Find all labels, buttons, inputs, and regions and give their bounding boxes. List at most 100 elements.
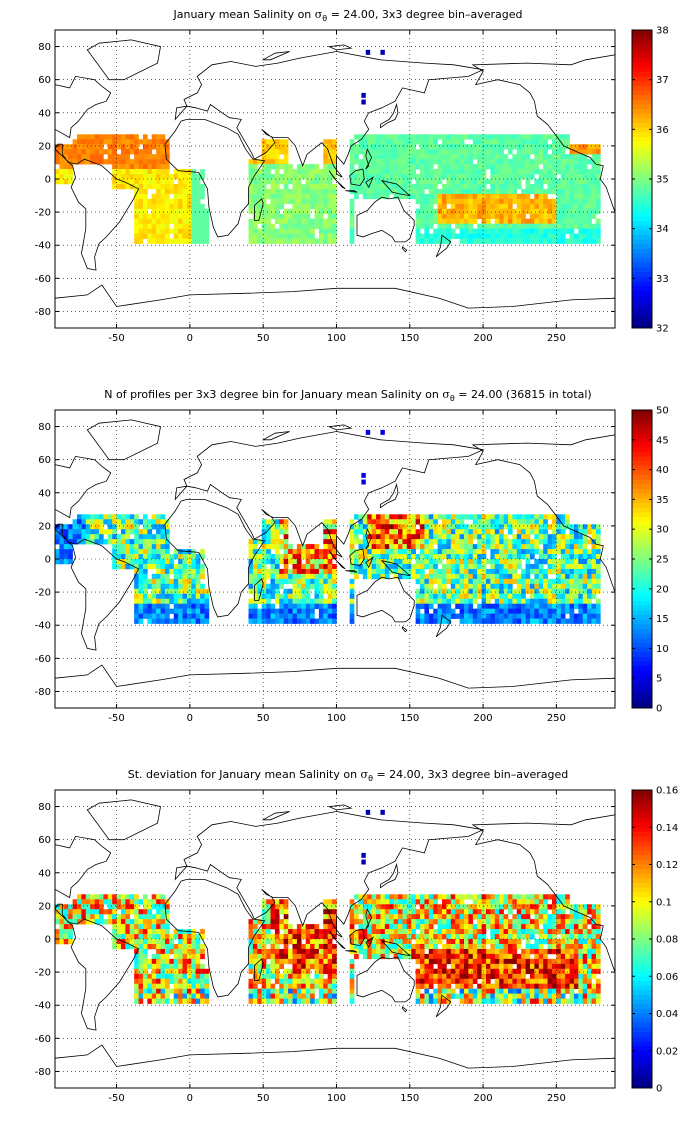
heatmap-cell bbox=[288, 924, 293, 930]
heatmap-cell bbox=[173, 238, 179, 244]
heatmap-cell bbox=[252, 238, 258, 244]
heatmap-cell bbox=[551, 603, 557, 609]
heatmap-cell bbox=[296, 943, 302, 950]
heatmap-cell bbox=[200, 978, 205, 984]
heatmap-cell bbox=[442, 554, 447, 560]
heatmap-cell bbox=[248, 549, 254, 555]
heatmap-cell bbox=[151, 998, 157, 1004]
heatmap-cell bbox=[437, 549, 443, 555]
heatmap-cell bbox=[371, 953, 377, 960]
heatmap-cell bbox=[257, 183, 262, 190]
heatmap-cell bbox=[160, 978, 166, 984]
heatmap-cell bbox=[98, 139, 104, 145]
heatmap-cell bbox=[516, 238, 522, 244]
heatmap-cell bbox=[591, 193, 597, 200]
heatmap-cell bbox=[182, 223, 188, 229]
heatmap-cell bbox=[481, 223, 487, 229]
heatmap-cell bbox=[169, 978, 175, 984]
heatmap-cell bbox=[292, 233, 298, 239]
heatmap-cell bbox=[314, 603, 320, 609]
heatmap-cell bbox=[318, 929, 324, 935]
heatmap-cell bbox=[503, 598, 509, 604]
heatmap-cell bbox=[468, 134, 474, 140]
heatmap-cell bbox=[415, 159, 421, 165]
heatmap-cell bbox=[468, 198, 474, 205]
heatmap-cell bbox=[134, 514, 139, 520]
heatmap-cell bbox=[160, 208, 166, 215]
heatmap-cell bbox=[442, 593, 447, 600]
heatmap-cell bbox=[437, 524, 443, 530]
heatmap-cell bbox=[477, 203, 482, 210]
heatmap-cell bbox=[446, 524, 452, 530]
heatmap-cell bbox=[354, 919, 359, 925]
heatmap-cell bbox=[305, 968, 311, 975]
heatmap-cell bbox=[173, 983, 179, 989]
heatmap-cell bbox=[468, 213, 474, 220]
heatmap-cell bbox=[442, 608, 447, 614]
heatmap-cell bbox=[178, 218, 183, 224]
heatmap-cell bbox=[578, 144, 584, 150]
heatmap-cell bbox=[494, 588, 500, 595]
heatmap-cell bbox=[63, 529, 69, 535]
heatmap-cell bbox=[367, 183, 372, 190]
heatmap-cell bbox=[191, 988, 197, 994]
heatmap-cell bbox=[310, 203, 315, 210]
heatmap-cell bbox=[556, 534, 562, 540]
heatmap-cell bbox=[521, 519, 526, 525]
heatmap-cell bbox=[459, 603, 465, 609]
heatmap-cell bbox=[292, 608, 298, 614]
heatmap-cell bbox=[164, 904, 170, 910]
heatmap-cell bbox=[494, 154, 500, 160]
heatmap-cell bbox=[406, 139, 412, 145]
heatmap-cell bbox=[481, 549, 487, 555]
heatmap-cell bbox=[288, 618, 293, 624]
heatmap-cell bbox=[551, 514, 557, 520]
heatmap-cell bbox=[151, 588, 157, 595]
heatmap-cell bbox=[516, 534, 522, 540]
heatmap-cell bbox=[415, 603, 421, 609]
heatmap-cell bbox=[591, 588, 597, 595]
heatmap-cell bbox=[420, 183, 425, 190]
heatmap-cell bbox=[186, 183, 192, 190]
heatmap-cell bbox=[362, 539, 368, 545]
heatmap-cell bbox=[415, 223, 421, 229]
heatmap-cell bbox=[134, 169, 139, 175]
heatmap-cell bbox=[525, 613, 531, 619]
heatmap-cell bbox=[371, 573, 377, 580]
heatmap-cell bbox=[437, 164, 443, 170]
heatmap-cell bbox=[349, 618, 355, 624]
heatmap-cell bbox=[270, 934, 276, 940]
heatmap-cell bbox=[296, 929, 302, 935]
heatmap-cell bbox=[354, 563, 359, 570]
heatmap-cell bbox=[464, 154, 469, 160]
heatmap-cell bbox=[503, 514, 509, 520]
heatmap-cell bbox=[323, 963, 328, 970]
heatmap-cell bbox=[292, 978, 298, 984]
heatmap-cell bbox=[134, 583, 139, 590]
heatmap-cell bbox=[525, 134, 531, 140]
heatmap-cell bbox=[437, 598, 443, 604]
heatmap-cell bbox=[200, 568, 205, 575]
heatmap-cell bbox=[459, 539, 465, 545]
x-tick-label: 50 bbox=[257, 713, 270, 724]
heatmap-cell bbox=[178, 943, 183, 950]
heatmap-cell bbox=[525, 218, 531, 224]
heatmap-cell bbox=[578, 578, 584, 585]
heatmap-cell bbox=[252, 919, 258, 925]
heatmap-cell bbox=[182, 238, 188, 244]
heatmap-cell bbox=[305, 573, 311, 580]
heatmap-cell bbox=[248, 193, 254, 200]
heatmap-cell bbox=[186, 993, 192, 999]
colorbar-segment bbox=[632, 99, 652, 105]
heatmap-cell bbox=[428, 198, 434, 205]
heatmap-cell bbox=[393, 174, 399, 180]
heatmap-cell bbox=[72, 914, 78, 920]
heatmap-cell bbox=[525, 154, 531, 160]
heatmap-cell bbox=[68, 179, 73, 185]
heatmap-cell bbox=[446, 539, 452, 545]
heatmap-cell bbox=[327, 179, 333, 185]
heatmap-cell bbox=[283, 909, 289, 915]
heatmap-cell bbox=[433, 188, 438, 195]
heatmap-cell bbox=[494, 223, 500, 229]
heatmap-cell bbox=[433, 213, 438, 220]
